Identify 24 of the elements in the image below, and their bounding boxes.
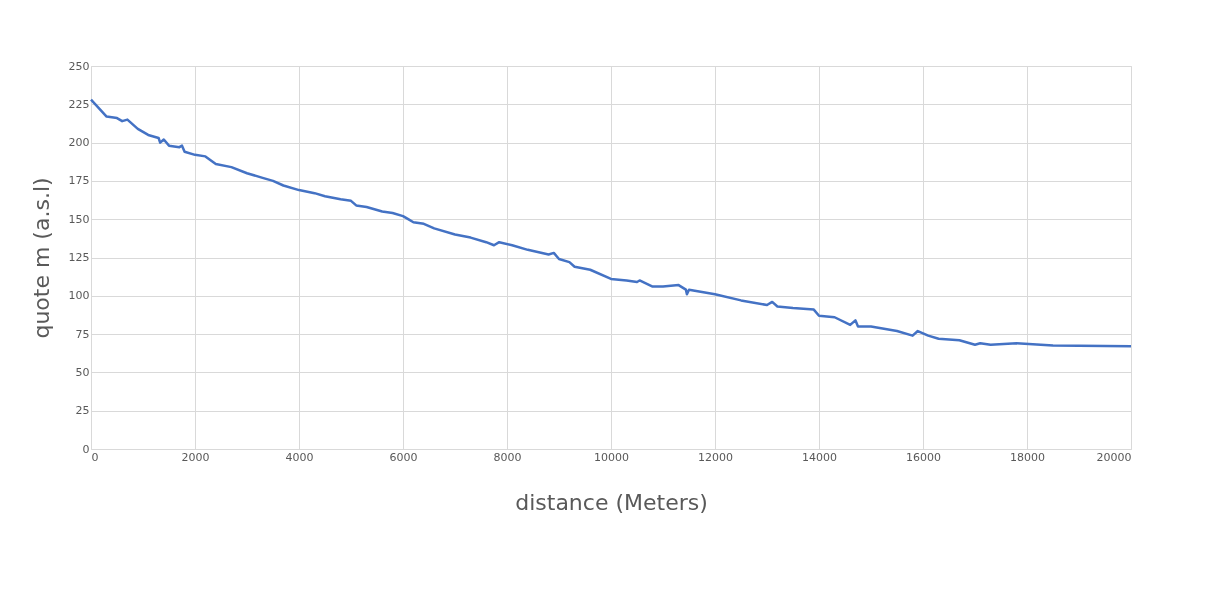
- x-tick-label: 2000: [181, 450, 210, 464]
- y-tick-label: 200: [68, 136, 90, 150]
- x-axis-title: distance (Meters): [515, 489, 708, 515]
- x-tick-label: 0: [91, 450, 99, 464]
- x-tick-label: 6000: [389, 450, 418, 464]
- y-tick-label: 125: [68, 251, 90, 264]
- y-tick-label: 225: [68, 97, 90, 111]
- x-tick-label: 14000: [802, 450, 837, 464]
- y-tick-label: 175: [68, 174, 90, 188]
- y-tick-label: 25: [75, 404, 90, 418]
- x-tick-label: 16000: [906, 450, 941, 464]
- x-tick-label: 18000: [1010, 450, 1045, 464]
- x-tick-label: 4000: [285, 450, 314, 464]
- y-tick-label: 150: [68, 212, 90, 226]
- x-tick-label: 10000: [594, 450, 629, 464]
- y-tick-label: 50: [75, 365, 90, 379]
- x-tick-label: 20000: [1096, 450, 1132, 464]
- y-axis-title: quote m (a.s.l): [28, 177, 54, 339]
- y-tick-label: 100: [68, 289, 90, 303]
- y-tick-label: 250: [68, 59, 90, 73]
- line-series: [89, 98, 1133, 348]
- y-tick-label: 75: [75, 327, 90, 341]
- x-tick-label: 12000: [698, 450, 733, 464]
- x-tick-label: 8000: [493, 450, 522, 464]
